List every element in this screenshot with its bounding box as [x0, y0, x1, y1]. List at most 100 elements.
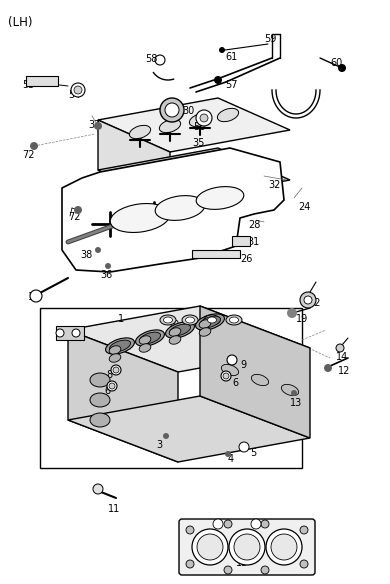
Text: 59: 59 — [264, 34, 277, 44]
FancyBboxPatch shape — [179, 519, 315, 575]
Circle shape — [71, 83, 85, 97]
Ellipse shape — [139, 332, 161, 344]
Circle shape — [30, 142, 38, 150]
Ellipse shape — [163, 317, 172, 323]
Text: 17: 17 — [28, 292, 41, 302]
Ellipse shape — [252, 374, 269, 385]
Text: 31: 31 — [247, 237, 259, 247]
Circle shape — [109, 383, 115, 389]
Ellipse shape — [139, 344, 151, 352]
Text: 11: 11 — [108, 504, 120, 514]
Ellipse shape — [160, 315, 176, 325]
Bar — [232, 236, 250, 246]
Circle shape — [324, 364, 332, 372]
Text: 37: 37 — [88, 120, 100, 130]
Circle shape — [336, 344, 344, 352]
Ellipse shape — [195, 314, 224, 330]
Circle shape — [221, 371, 231, 381]
Circle shape — [155, 55, 165, 65]
Polygon shape — [68, 306, 310, 372]
Ellipse shape — [169, 328, 181, 336]
Text: 38: 38 — [80, 250, 92, 260]
Ellipse shape — [110, 203, 170, 232]
Ellipse shape — [190, 113, 211, 127]
Circle shape — [287, 308, 297, 318]
Circle shape — [186, 560, 194, 568]
Text: 3: 3 — [156, 440, 162, 450]
Ellipse shape — [182, 315, 198, 325]
Circle shape — [291, 390, 297, 396]
Ellipse shape — [129, 126, 151, 138]
Text: 54: 54 — [68, 90, 80, 100]
Circle shape — [227, 355, 237, 365]
Text: 13: 13 — [290, 398, 302, 408]
Circle shape — [30, 290, 42, 302]
Text: 15: 15 — [236, 558, 248, 568]
Ellipse shape — [169, 336, 181, 344]
Ellipse shape — [90, 393, 110, 407]
Text: 14: 14 — [336, 352, 348, 362]
Text: 19: 19 — [296, 314, 308, 324]
Ellipse shape — [166, 322, 195, 338]
Text: 24: 24 — [298, 202, 310, 212]
Ellipse shape — [199, 320, 211, 328]
Text: 36: 36 — [100, 270, 112, 280]
Ellipse shape — [217, 109, 239, 121]
Ellipse shape — [160, 119, 181, 133]
Circle shape — [338, 64, 346, 72]
Ellipse shape — [155, 196, 205, 220]
Circle shape — [74, 86, 82, 94]
Text: 1: 1 — [118, 314, 124, 324]
Ellipse shape — [199, 328, 211, 336]
Text: 9: 9 — [240, 360, 246, 370]
Text: 28: 28 — [248, 220, 261, 230]
Text: 58: 58 — [145, 54, 158, 64]
Circle shape — [186, 526, 194, 534]
Text: 72: 72 — [68, 212, 80, 222]
Polygon shape — [98, 98, 290, 152]
Circle shape — [229, 529, 265, 565]
Ellipse shape — [229, 317, 239, 323]
Polygon shape — [98, 148, 290, 202]
Circle shape — [213, 519, 223, 529]
Polygon shape — [62, 148, 284, 272]
Text: 30: 30 — [182, 106, 194, 116]
Circle shape — [165, 103, 179, 117]
Bar — [40, 308, 302, 468]
Text: 12: 12 — [338, 366, 350, 376]
Text: 61: 61 — [225, 52, 237, 62]
Ellipse shape — [106, 338, 135, 354]
Text: 26: 26 — [240, 254, 252, 264]
Ellipse shape — [196, 187, 244, 210]
Text: 22: 22 — [308, 298, 321, 308]
Circle shape — [300, 526, 308, 534]
Circle shape — [105, 263, 111, 269]
Circle shape — [163, 433, 169, 439]
Ellipse shape — [186, 317, 195, 323]
Circle shape — [113, 367, 119, 373]
Circle shape — [197, 534, 223, 560]
Circle shape — [266, 529, 302, 565]
Text: 5: 5 — [250, 448, 256, 458]
Text: 60: 60 — [330, 58, 342, 68]
Ellipse shape — [204, 315, 220, 325]
Circle shape — [160, 98, 184, 122]
Circle shape — [271, 534, 297, 560]
Circle shape — [192, 529, 228, 565]
Circle shape — [214, 76, 222, 84]
Circle shape — [95, 247, 101, 253]
Ellipse shape — [169, 324, 191, 336]
Bar — [56, 326, 84, 340]
Circle shape — [224, 520, 232, 528]
Ellipse shape — [226, 315, 242, 325]
Text: 4: 4 — [228, 454, 234, 464]
Circle shape — [234, 534, 260, 560]
Text: 10: 10 — [168, 320, 180, 330]
Circle shape — [200, 114, 208, 122]
Ellipse shape — [222, 364, 239, 376]
Bar — [192, 250, 240, 258]
Text: 72: 72 — [22, 150, 34, 160]
Ellipse shape — [90, 413, 110, 427]
Text: 56: 56 — [193, 122, 206, 132]
Ellipse shape — [207, 317, 216, 323]
